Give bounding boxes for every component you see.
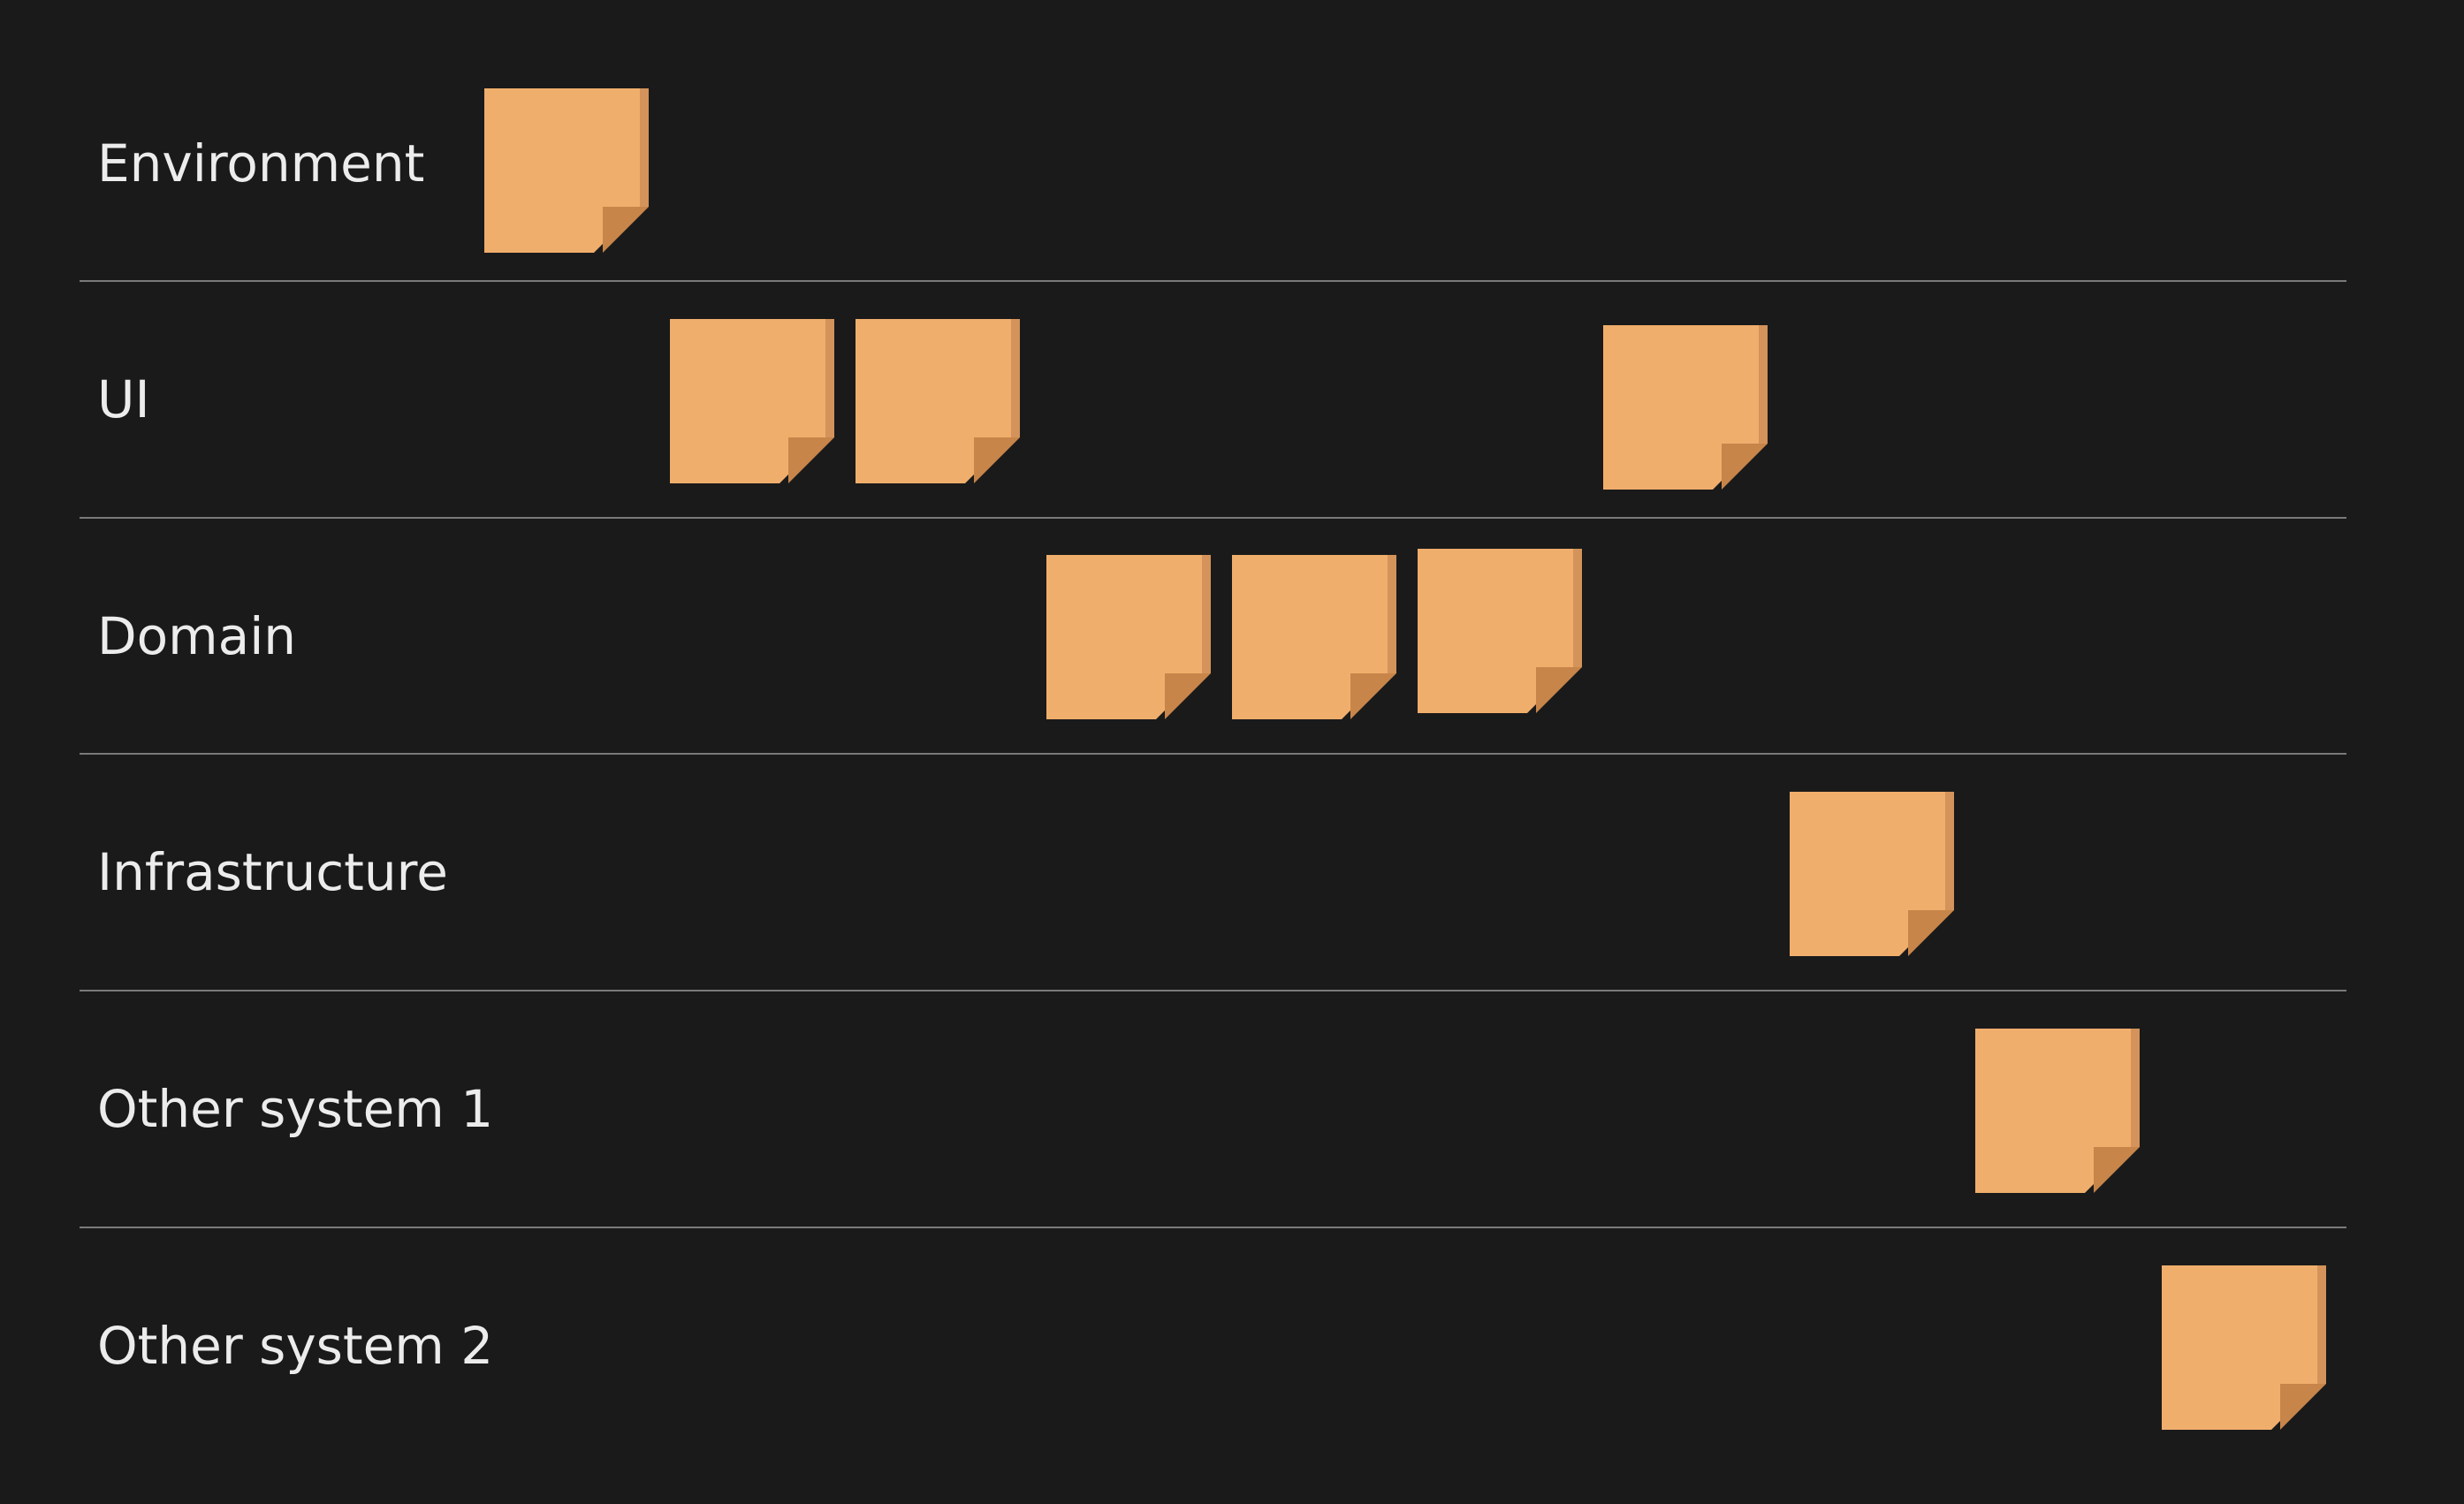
sticky-note-icon[interactable] [484,88,649,253]
sticky-note-icon[interactable] [670,319,834,483]
lane-label-other-system-2: Other system 2 [97,1316,494,1376]
lane-divider [80,517,2346,519]
sticky-note-icon[interactable] [1603,325,1768,490]
lane-label-other-system-1: Other system 1 [97,1079,494,1139]
lane-label-infrastructure: Infrastructure [97,842,448,902]
sticky-note-icon[interactable] [1046,555,1211,719]
sticky-note-icon[interactable] [1418,549,1582,713]
lane-divider [80,753,2346,755]
lane-label-domain: Domain [97,606,297,666]
sticky-note-icon[interactable] [856,319,1020,483]
sticky-note-icon[interactable] [1232,555,1396,719]
lane-divider [80,1227,2346,1228]
sticky-note-icon[interactable] [1975,1029,2140,1193]
sticky-note-icon[interactable] [2162,1265,2326,1430]
lane-label-environment: Environment [97,133,425,194]
lane-divider [80,990,2346,991]
sticky-note-icon[interactable] [1790,792,1954,956]
lane-divider [80,280,2346,282]
lane-label-ui: UI [97,369,150,429]
